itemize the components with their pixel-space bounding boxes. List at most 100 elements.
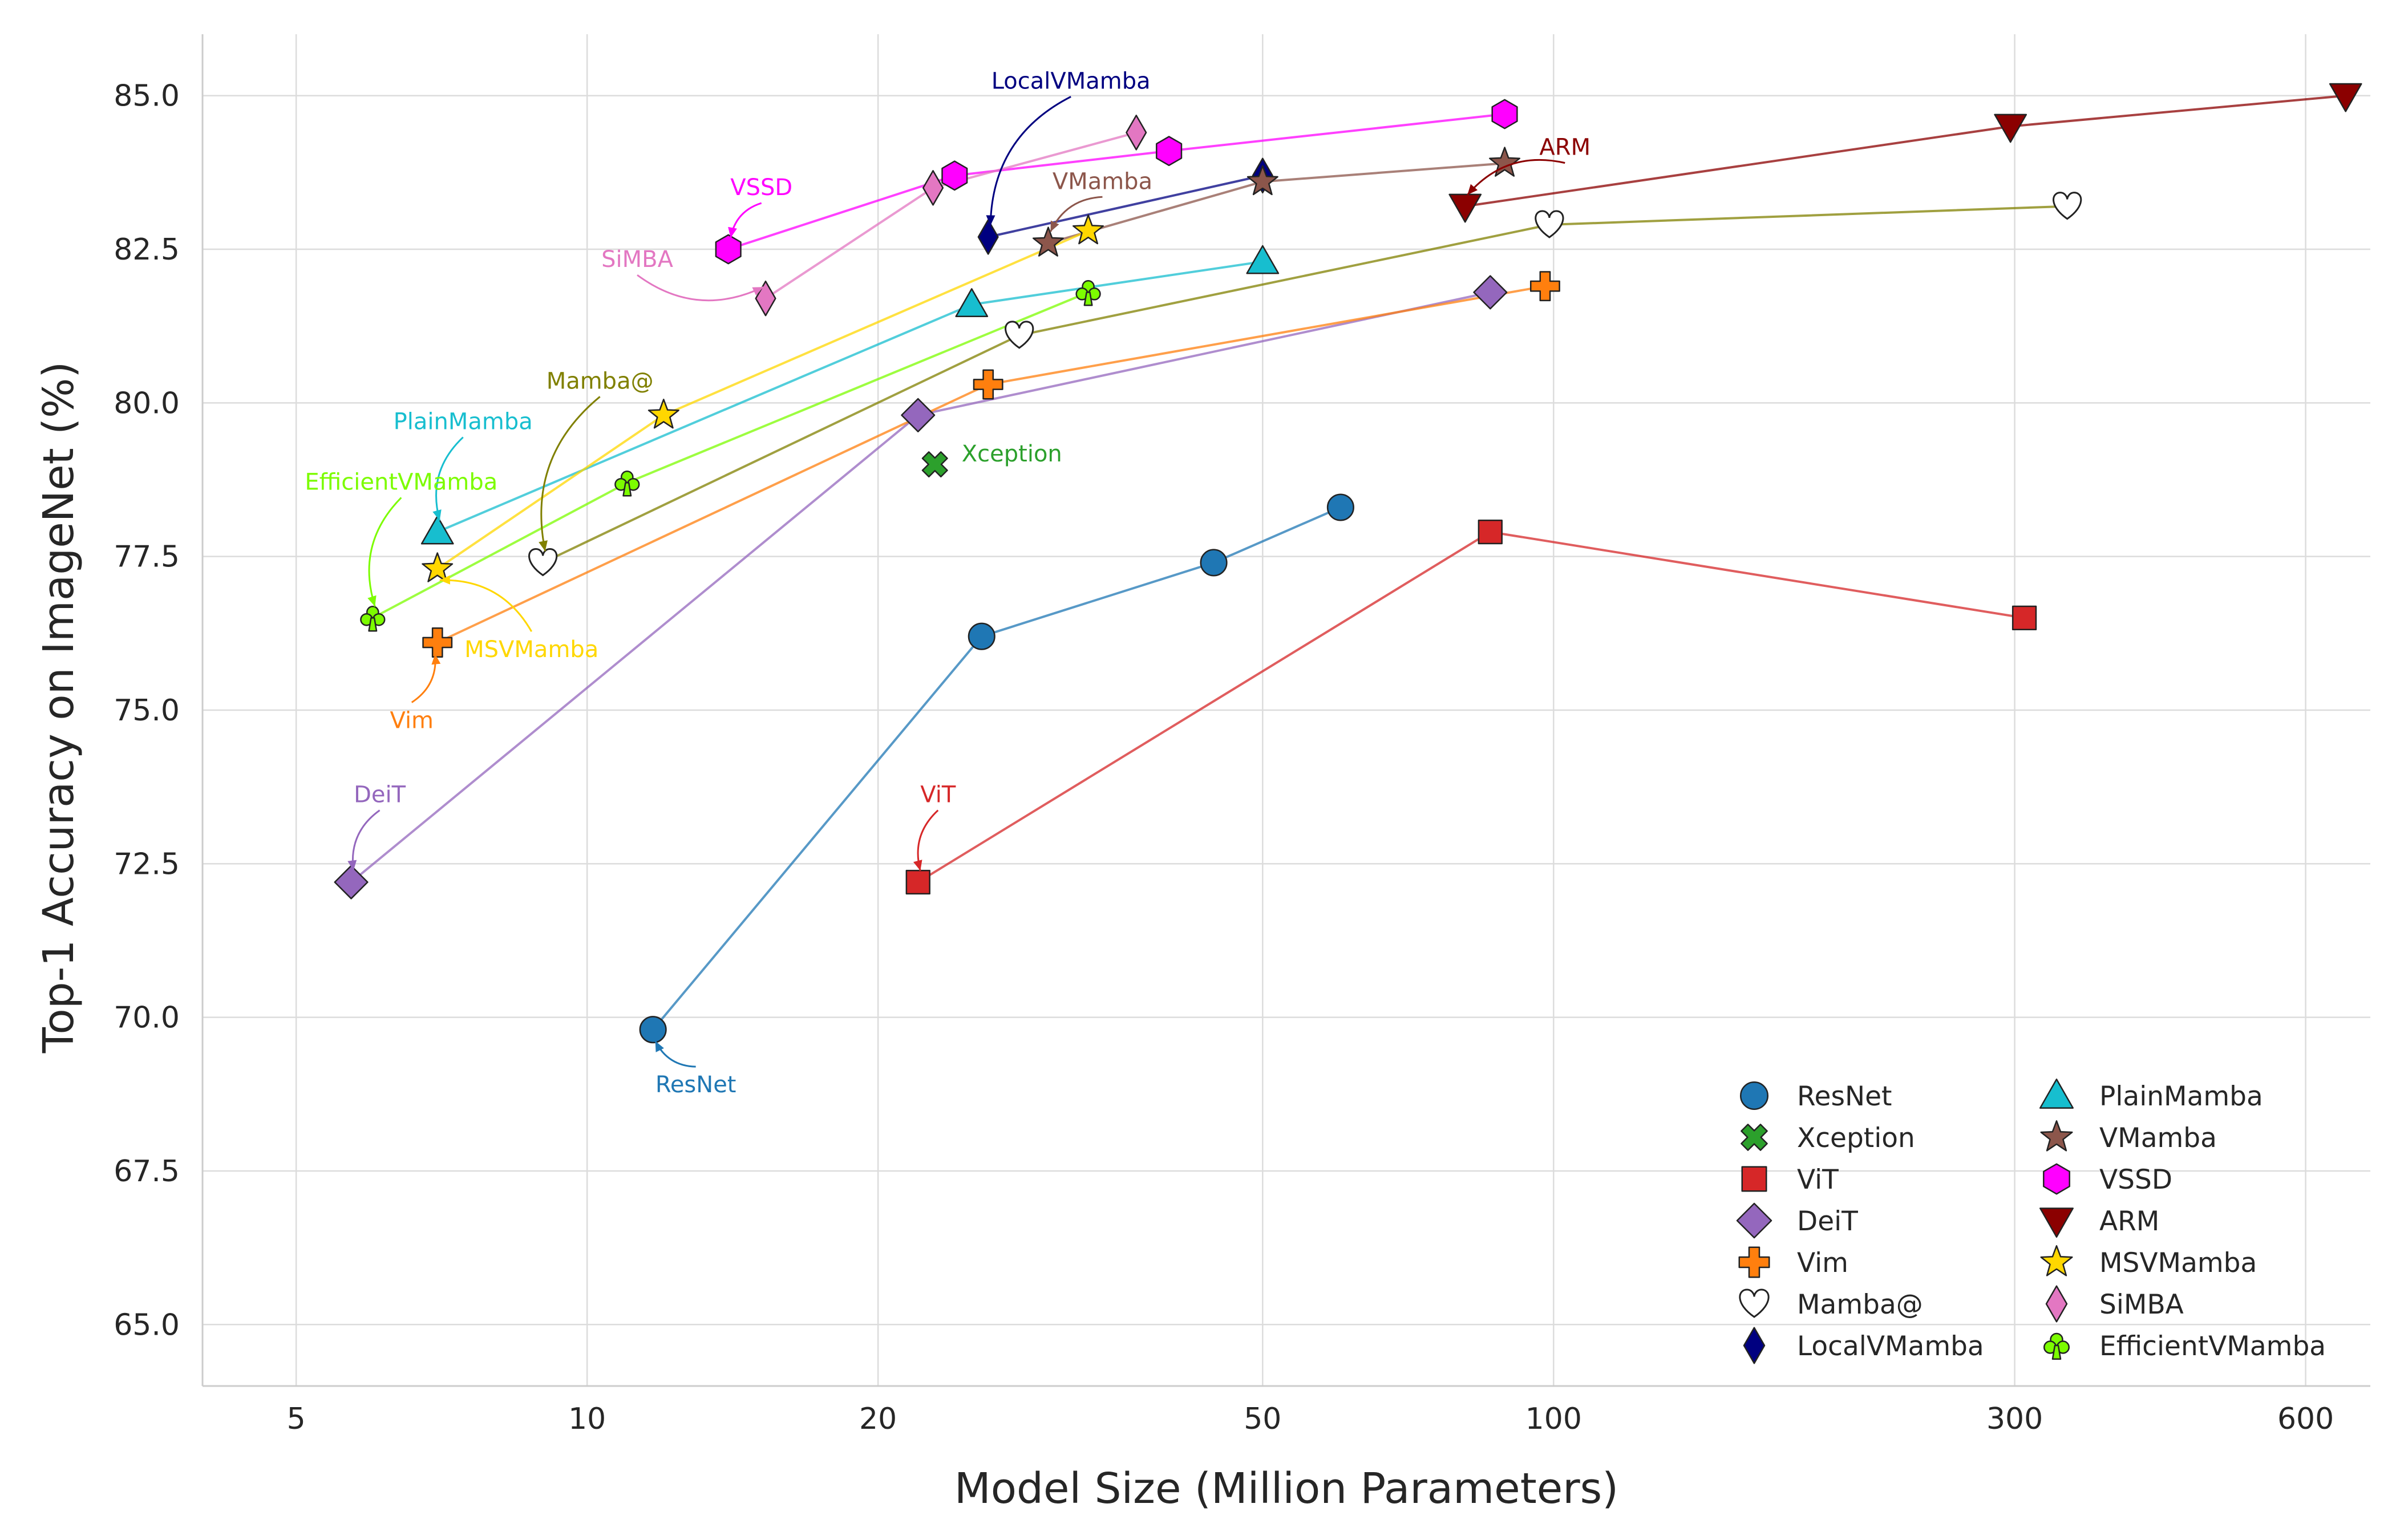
annotation-arrow-vssd	[730, 202, 762, 238]
legend-label-vit: ViT	[1797, 1164, 1839, 1195]
legend-entry-msvmamba: MSVMamba	[2040, 1245, 2257, 1279]
marker-simba	[755, 280, 776, 317]
marker-arm	[1994, 114, 2027, 143]
grid	[203, 34, 2370, 1386]
legend-label-localvmamba: LocalVMamba	[1797, 1331, 1984, 1362]
legend-entry-xception: Xception	[1741, 1122, 1915, 1154]
marker-resnet	[1326, 493, 1354, 521]
marker-efficientvmamba	[1075, 280, 1101, 306]
y-axis-label: Top-1 Accuracy on ImageNet (%)	[34, 362, 83, 1053]
marker-msvmamba	[1072, 214, 1104, 245]
legend-marker-mamba	[1739, 1288, 1770, 1318]
marker-vim	[973, 369, 1003, 400]
marker-resnet	[968, 622, 995, 650]
marker-vmamba	[1489, 147, 1521, 177]
annotation-arrow-resnet	[654, 1040, 696, 1068]
marker-xception	[921, 451, 948, 478]
axes	[201, 34, 2370, 1387]
x-tick-label: 5	[287, 1402, 306, 1436]
legend-marker-vim	[1738, 1246, 1770, 1278]
marker-vim	[1529, 271, 1560, 302]
x-axis-label: Model Size (Million Parameters)	[954, 1464, 1618, 1513]
legend-marker-resnet	[1740, 1081, 1768, 1110]
series-line-localvmamba	[987, 174, 1263, 238]
annotation-arrow-vim	[411, 654, 436, 703]
legend-entry-simba: SiMBA	[2045, 1285, 2184, 1323]
legend-entry-plainmamba: PlainMamba	[2039, 1079, 2263, 1112]
marker-plainmamba	[955, 288, 989, 317]
marker-vssd	[1156, 136, 1183, 167]
legend-entry-vit: ViT	[1741, 1164, 1839, 1195]
y-tick-label: 67.5	[114, 1154, 180, 1189]
legend-label-plainmamba: PlainMamba	[2099, 1081, 2263, 1112]
annotation-msvmamba: MSVMamba	[464, 637, 598, 663]
annotation-deit: DeiT	[354, 782, 406, 808]
legend-entry-mamba: Mamba@	[1739, 1288, 1923, 1320]
legend-marker-simba	[2045, 1285, 2068, 1323]
legend-label-vmamba: VMamba	[2099, 1122, 2217, 1154]
legend-entry-deit: DeiT	[1736, 1202, 1858, 1239]
x-tick-label: 100	[1525, 1402, 1582, 1436]
legend-marker-efficientvmamba	[2043, 1332, 2070, 1360]
marker-deit	[334, 865, 369, 899]
series-line-mamba	[542, 205, 2067, 564]
legend-label-msvmamba: MSVMamba	[2099, 1247, 2257, 1279]
series-line-resnet	[652, 506, 1341, 1031]
marker-vmamba	[1246, 165, 1278, 196]
legend-marker-arm	[2039, 1207, 2074, 1238]
legend-marker-deit	[1736, 1202, 1772, 1239]
marker-vim	[422, 627, 453, 658]
series-lines	[350, 94, 2346, 1031]
marker-plainmamba	[1246, 245, 1280, 274]
y-tick-label: 80.0	[114, 386, 180, 420]
annotation-simba: SiMBA	[601, 246, 673, 273]
series-line-arm	[1465, 94, 2346, 208]
marker-msvmamba	[647, 399, 679, 429]
y-tick-label: 77.5	[114, 540, 180, 574]
legend-label-vim: Vim	[1797, 1247, 1848, 1279]
annotation-resnet: ResNet	[655, 1072, 736, 1098]
legend-entry-vmamba: VMamba	[2040, 1120, 2217, 1154]
annotation-arrowhead-localvmamba	[986, 215, 995, 226]
legend-marker-vit	[1741, 1166, 1767, 1192]
legend-marker-msvmamba	[2040, 1245, 2073, 1276]
y-tick-label: 75.0	[114, 694, 180, 728]
annotation-arrowhead-vssd	[728, 226, 737, 238]
y-tick-label: 70.0	[114, 1001, 180, 1035]
marker-arm	[2329, 83, 2362, 112]
marker-localvmamba	[977, 219, 999, 255]
annotation-arrowhead-vmamba	[1050, 220, 1059, 232]
annotation-arrowhead-resnet	[655, 1041, 664, 1052]
x-tick-label: 20	[859, 1402, 897, 1436]
y-tick-label: 85.0	[114, 79, 180, 114]
annotation-arrowhead-vit	[913, 860, 922, 871]
marker-vmamba	[1032, 226, 1064, 257]
legend: ResNet Xception ViT DeiT Vim Mamba@ LocalVMamb…	[1736, 1079, 2326, 1364]
annotation-arrowhead-simba	[752, 287, 764, 296]
legend-marker-localvmamba	[1743, 1327, 1766, 1364]
annotation-vmamba: VMamba	[1053, 168, 1152, 194]
y-tick-label: 65.0	[114, 1308, 180, 1342]
marker-plainmamba	[420, 515, 454, 545]
legend-entry-efficientvmamba: EfficientVMamba	[2043, 1331, 2326, 1362]
marker-simba	[922, 170, 944, 206]
annotation-mamba: Mamba@	[547, 368, 654, 394]
x-tick-label: 300	[1986, 1402, 2043, 1436]
marker-mamba	[1005, 321, 1034, 349]
marker-simba	[1126, 115, 1147, 151]
series-markers	[334, 83, 2362, 1044]
marker-efficientvmamba	[360, 605, 386, 632]
annotation-arrowhead-arm	[1467, 184, 1478, 195]
annotation-arrowhead-msvmamba	[439, 575, 450, 585]
legend-label-arm: ARM	[2099, 1206, 2159, 1237]
y-tick-labels: 65.0 67.5 70.0 72.5 75.0 77.5 80.0 82.5 85.0	[114, 79, 180, 1343]
legend-label-resnet: ResNet	[1797, 1081, 1892, 1112]
series-line-plainmamba	[436, 260, 1263, 533]
annotation-arrow-simba	[637, 274, 764, 302]
x-tick-labels: 5 10 20 50 100 300 600	[287, 1402, 2334, 1436]
marker-resnet	[1200, 549, 1228, 577]
series-line-vssd	[728, 113, 1505, 250]
legend-entry-arm: ARM	[2039, 1206, 2159, 1238]
legend-entry-vssd: VSSD	[2043, 1163, 2172, 1195]
legend-entry-localvmamba: LocalVMamba	[1743, 1327, 1984, 1364]
